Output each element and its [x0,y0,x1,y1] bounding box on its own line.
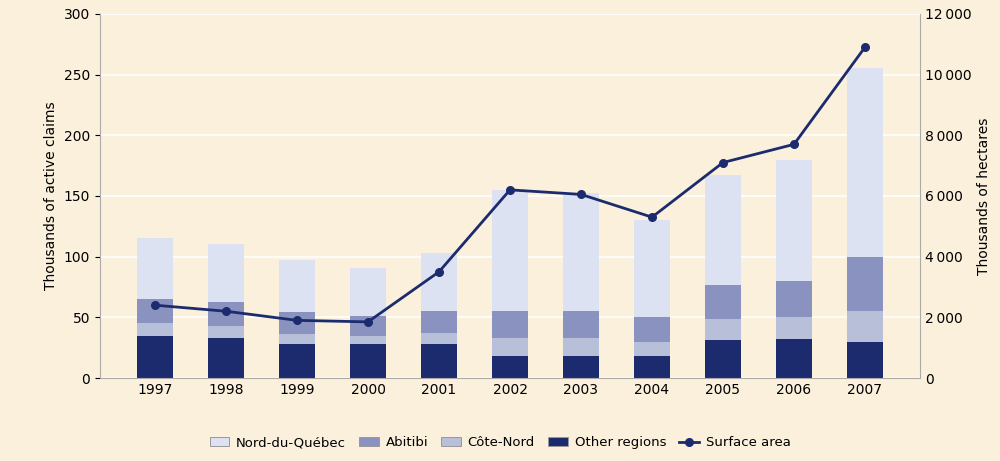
Bar [847,311,883,342]
Bar [421,253,457,311]
Bar [705,319,741,340]
Bar [350,267,386,316]
Bar [634,356,670,378]
Y-axis label: Thousands of active claims: Thousands of active claims [44,101,58,290]
Bar [279,260,315,313]
Bar [350,336,386,344]
Bar [492,311,528,338]
Bar [705,175,741,284]
Bar [705,284,741,319]
Bar [208,301,244,326]
Bar [776,160,812,281]
Bar [421,333,457,344]
Bar [350,316,386,336]
Bar [563,311,599,338]
Bar [137,299,173,324]
Bar [776,281,812,317]
Bar [705,340,741,378]
Bar [137,324,173,336]
Bar [563,338,599,356]
Bar [421,344,457,378]
Bar [634,220,670,317]
Bar [847,69,883,257]
Bar [492,338,528,356]
Bar [137,336,173,378]
Legend: Nord-du-Québec, Abitibi, Côte-Nord, Other regions, Surface area: Nord-du-Québec, Abitibi, Côte-Nord, Othe… [204,431,796,455]
Bar [350,344,386,378]
Bar [208,326,244,338]
Bar [634,342,670,356]
Bar [634,317,670,342]
Bar [208,338,244,378]
Bar [847,257,883,311]
Y-axis label: Thousands of hectares: Thousands of hectares [977,117,991,275]
Bar [492,190,528,311]
Bar [492,356,528,378]
Bar [421,311,457,333]
Bar [208,244,244,301]
Bar [776,339,812,378]
Bar [137,238,173,299]
Bar [563,194,599,311]
Bar [776,317,812,339]
Bar [847,342,883,378]
Bar [279,334,315,344]
Bar [279,313,315,334]
Bar [563,356,599,378]
Bar [279,344,315,378]
